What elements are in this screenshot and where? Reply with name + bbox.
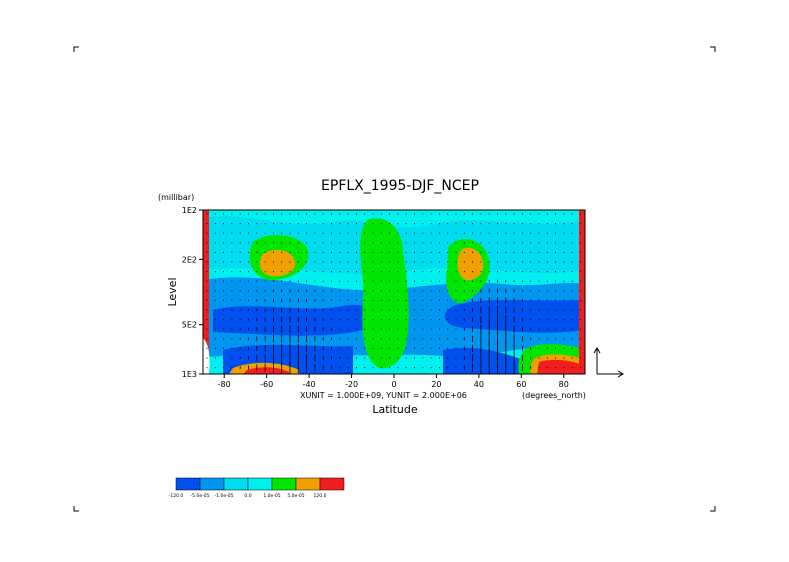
- x-tick-label: 40: [474, 380, 484, 389]
- crop-mark-bottom-left: [73, 506, 79, 512]
- colorbar: -120.0 -5.0e-05 -1.0e-05 0.0 1.0e-05 5.0e-05 1…: [169, 477, 345, 499]
- colorbar-tick-label: 0.0: [244, 493, 251, 499]
- colorbar-swatch: [319, 477, 345, 491]
- y-tick-group: 1E2 2E2 5E2 1E3: [182, 206, 203, 379]
- crop-marks: [73, 46, 716, 512]
- contour-region: [360, 218, 409, 369]
- y-tick-label: 1E3: [182, 370, 197, 379]
- colorbar-swatch: [223, 477, 249, 491]
- x-tick-group: -80 -60 -40 -20 0 20 40 60 80: [218, 374, 569, 389]
- colorbar-swatch: [295, 477, 321, 491]
- x-tick-label: -60: [260, 380, 273, 389]
- contour-region: [243, 367, 289, 374]
- contour-region: [213, 304, 378, 336]
- x-tick-label: 20: [431, 380, 441, 389]
- contour-region: [203, 338, 210, 374]
- colorbar-swatch: [199, 477, 225, 491]
- colorbar-swatch: [247, 477, 273, 491]
- x-tick-label: 60: [516, 380, 526, 389]
- x-tick-label: -20: [345, 380, 358, 389]
- reference-arrow-y-head: [593, 347, 601, 354]
- contour-region: [444, 300, 585, 333]
- y-tick-label: 1E2: [182, 206, 197, 215]
- x-tick-label: 0: [391, 380, 396, 389]
- colorbar-tick-label: -1.0e-05: [215, 493, 234, 499]
- colorbar-tick-label: -120.0: [169, 493, 184, 499]
- colorbar-tick-label: 5.0e-05: [287, 493, 304, 499]
- contour-region: [443, 347, 523, 374]
- contour-region: [537, 359, 585, 374]
- y-axis-label: Level: [166, 277, 179, 306]
- y-tick-label: 2E2: [182, 255, 197, 264]
- x-tick-label: -40: [303, 380, 316, 389]
- x-unit-label: (degrees_north): [522, 391, 586, 400]
- crop-mark-bottom-right: [710, 506, 716, 512]
- vector-units-label: XUNIT = 1.000E+09, YUNIT = 2.000E+06: [300, 391, 467, 400]
- colorbar-tick-label: 1.0e-05: [263, 493, 280, 499]
- contour-layer: [203, 210, 585, 374]
- chart-title: EPFLX_1995-DJF_NCEP: [321, 178, 479, 194]
- colorbar-swatch: [175, 477, 201, 491]
- x-tick-label: 80: [559, 380, 569, 389]
- contour-field: [203, 210, 585, 374]
- colorbar-swatch: [271, 477, 297, 491]
- contour-region: [259, 249, 296, 277]
- y-unit-label: (millibar): [158, 193, 194, 202]
- x-tick-label: -80: [218, 380, 231, 389]
- x-axis-label: Latitude: [372, 403, 418, 416]
- crop-mark-top-left: [73, 46, 79, 52]
- contour-region: [203, 210, 209, 374]
- colorbar-tick-label: -5.0e-05: [191, 493, 210, 499]
- crop-mark-top-right: [710, 46, 716, 52]
- flux-vectors: [206, 213, 581, 374]
- contour-region: [579, 210, 585, 374]
- colorbar-tick-label: 120.0: [314, 493, 327, 499]
- reference-arrow-x-head: [617, 370, 624, 378]
- y-tick-label: 5E2: [182, 321, 197, 330]
- reference-vector: [593, 347, 624, 378]
